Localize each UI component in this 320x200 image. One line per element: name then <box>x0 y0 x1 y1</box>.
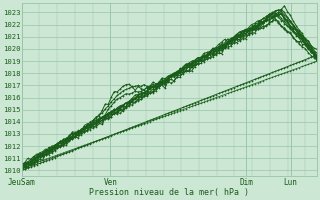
X-axis label: Pression niveau de la mer( hPa ): Pression niveau de la mer( hPa ) <box>90 188 250 197</box>
